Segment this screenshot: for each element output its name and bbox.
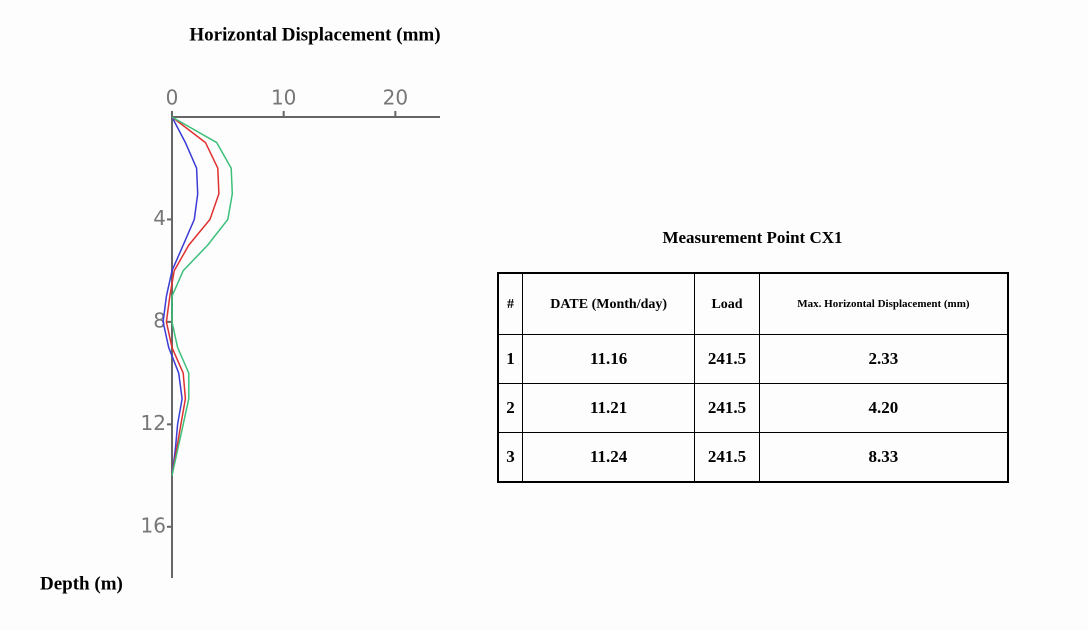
y-tick-label: 12 [141, 411, 166, 435]
table-row: 2 11.21 241.5 4.20 [497, 383, 1009, 433]
table-cell: 4.20 [758, 383, 1009, 433]
series-line [165, 116, 220, 476]
y-tick-label: 8 [153, 308, 166, 332]
table-cell: 2 [497, 383, 524, 433]
table-cell: 241.5 [694, 334, 760, 384]
header-cell: Max. Horizontal Displacement (mm) [758, 272, 1009, 335]
y-axis-label: Depth (m) [40, 573, 123, 594]
series-line [171, 116, 234, 476]
header-cell: DATE (Month/day) [522, 272, 696, 335]
table-cell: 3 [497, 432, 524, 483]
y-tick-label: 16 [141, 513, 166, 537]
y-tick-label: 4 [153, 206, 166, 230]
x-tick-label: 10 [271, 86, 296, 110]
chart-title: Horizontal Displacement (mm) [189, 24, 440, 45]
series-line [162, 116, 199, 476]
table-cell: 8.33 [758, 432, 1009, 483]
table-cell: 241.5 [694, 383, 760, 433]
table-cell: 1 [497, 334, 524, 384]
table-title: Measurement Point CX1 [662, 228, 843, 247]
table-cell: 2.33 [758, 334, 1009, 384]
header-row: # DATE (Month/day) Load Max. Horizontal Dis… [497, 272, 1009, 335]
header-cell: Load [694, 272, 760, 335]
table-cell: 11.21 [522, 383, 696, 433]
x-tick-label: 0 [166, 86, 179, 110]
x-tick-label: 20 [383, 86, 408, 110]
table: # DATE (Month/day) Load Max. Horizontal Dis… [497, 272, 1009, 483]
table-cell: 11.24 [522, 432, 696, 483]
header-cell: # [497, 272, 524, 335]
table-row: 3 11.24 241.5 8.33 [497, 432, 1009, 483]
table-row: 1 11.16 241.5 2.33 [497, 334, 1009, 384]
table-cell: 11.16 [522, 334, 696, 384]
table-cell: 241.5 [694, 432, 760, 483]
